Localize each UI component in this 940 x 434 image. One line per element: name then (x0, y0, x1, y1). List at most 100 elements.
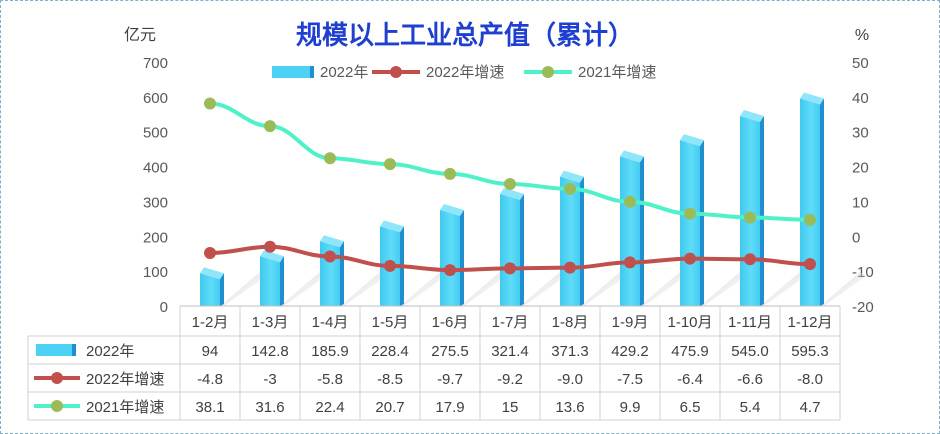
bar-shadow (460, 272, 506, 306)
right-tick-label: 40 (852, 90, 869, 107)
bar-side (580, 176, 584, 306)
right-axis-unit: % (855, 27, 869, 44)
series-marker (504, 262, 516, 275)
data-label: -9.2 (497, 371, 523, 388)
series-marker (804, 213, 816, 226)
data-label: -5.8 (317, 371, 343, 388)
series-marker (744, 211, 756, 224)
bar-shadow (280, 272, 326, 306)
right-tick-label: 50 (852, 55, 869, 72)
bar-shadow (340, 272, 386, 306)
left-tick-label: 300 (143, 194, 168, 211)
data-label: 595.3 (791, 343, 829, 360)
data-table: 1-2月 1-3月 1-4月 1-5月 1-6月 1-7月 1-8月 1-9月 1-10月 1-1… (27, 305, 841, 421)
table-key-marker (51, 372, 63, 384)
bar (680, 140, 700, 306)
series-marker (384, 158, 396, 171)
right-tick-label: 10 (852, 194, 869, 211)
bar-top (560, 170, 584, 183)
table-key-bar-side (72, 344, 76, 356)
category-label: 1-8月 (552, 314, 589, 331)
bar (440, 209, 460, 306)
category-label: 1-3月 (252, 314, 289, 331)
left-tick-label: 200 (143, 229, 168, 246)
bar-side (760, 116, 764, 307)
series-marker (324, 152, 336, 165)
table-key-marker (51, 400, 63, 412)
bar (260, 256, 280, 306)
category-label: 1-9月 (612, 314, 649, 331)
bar-shadow (760, 272, 806, 306)
legend-key-marker (390, 66, 402, 78)
series-marker (624, 195, 636, 208)
data-label: -9.7 (437, 371, 463, 388)
data-label: 6.5 (680, 399, 701, 416)
data-label: 17.9 (435, 399, 464, 416)
legend-label: 2022年 (320, 64, 368, 81)
bar-side (520, 193, 524, 306)
category-label: 1-7月 (492, 314, 529, 331)
data-label: 275.5 (431, 343, 469, 360)
left-tick-label: 0 (160, 299, 168, 316)
bar-side (280, 256, 284, 306)
chart-title: 规模以上工业总产值（累计） (296, 20, 634, 50)
data-label: 4.7 (800, 399, 821, 416)
bar-top (740, 110, 764, 123)
bar-shadow (220, 272, 266, 306)
left-axis-ticks: 0 100 200 300 400 500 600 700 (143, 55, 168, 316)
table-key-bar (36, 344, 72, 356)
data-label: -4.8 (197, 371, 223, 388)
series-marker (444, 167, 456, 180)
right-tick-label: 0 (852, 229, 860, 246)
right-tick-label: 20 (852, 160, 869, 177)
bar-top (620, 150, 644, 163)
left-tick-label: 100 (143, 264, 168, 281)
bar-side (340, 241, 344, 306)
data-label: 545.0 (731, 343, 769, 360)
data-label: -9.0 (557, 371, 583, 388)
data-label: 20.7 (375, 399, 404, 416)
legend-label: 2022年增速 (426, 64, 504, 81)
legend-key-bar (272, 66, 310, 78)
series-marker (204, 97, 216, 110)
bar-top (380, 220, 404, 233)
series-marker (264, 120, 276, 133)
bar-top (320, 235, 344, 248)
series-marker (804, 258, 816, 271)
bar (560, 176, 580, 306)
bar (800, 98, 820, 307)
series-marker (684, 207, 696, 220)
series-marker (264, 240, 276, 253)
data-label: -7.5 (617, 371, 643, 388)
series-marker (564, 182, 576, 195)
bar-side (820, 98, 824, 307)
category-label: 1-5月 (372, 314, 409, 331)
bar-top (440, 203, 464, 216)
right-tick-label: -20 (852, 299, 874, 316)
series-name: 2022年 (86, 343, 134, 360)
data-label: 94 (202, 343, 219, 360)
data-label: 9.9 (620, 399, 641, 416)
bar-top (500, 187, 524, 200)
legend: 2022年 2022年增速 2021年增速 (272, 64, 656, 81)
data-label: 5.4 (740, 399, 761, 416)
data-label: 22.4 (315, 399, 344, 416)
left-tick-label: 500 (143, 125, 168, 142)
bar-side (640, 156, 644, 306)
legend-label: 2021年增速 (578, 64, 656, 81)
data-label: 38.1 (195, 399, 224, 416)
series-marker (564, 261, 576, 274)
legend-key-bar-side (310, 66, 314, 78)
bar (500, 193, 520, 306)
bar-series (200, 92, 866, 307)
data-label: 371.3 (551, 343, 589, 360)
series-marker (324, 250, 336, 263)
series-marker (444, 264, 456, 277)
series-marker (504, 178, 516, 190)
bar-shadow (640, 272, 686, 306)
series-name: 2021年增速 (86, 399, 164, 416)
bar (200, 273, 220, 306)
data-label: 15 (502, 399, 519, 416)
